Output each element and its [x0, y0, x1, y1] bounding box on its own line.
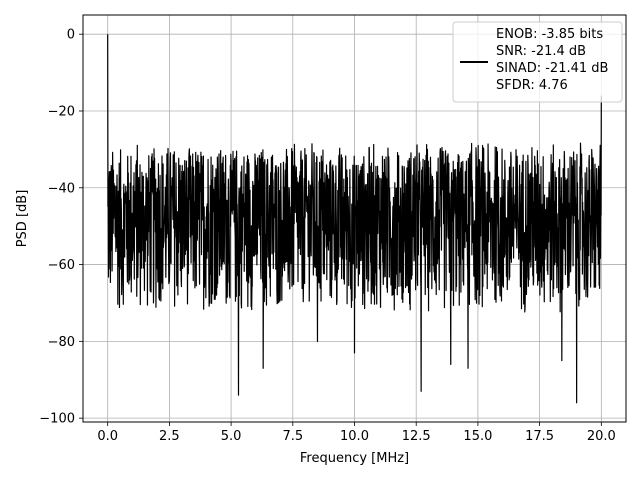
data-layer [107, 34, 602, 404]
x-tick-label: 20.0 [587, 429, 616, 444]
legend-entry-sfdr: SFDR: 4.76 [496, 78, 568, 93]
x-tick-label: 0.0 [97, 429, 118, 444]
y-tick-label: 0 [67, 28, 75, 43]
tick-layer: 0.0 2.5 5.0 7.5 10.0 12.5 15.0 17.5 20.0 0 −20 −40 −… [39, 28, 616, 444]
psd-series-line [107, 34, 602, 404]
legend-entry-sinad: SINAD: -21.41 dB [496, 61, 608, 76]
x-axis-label: Frequency [MHz] [300, 451, 409, 466]
y-tick-label: −80 [48, 335, 75, 350]
y-tick-label: −60 [48, 258, 75, 273]
y-axis-label: PSD [dB] [15, 190, 30, 248]
x-tick-label: 15.0 [463, 429, 492, 444]
legend-entry-snr: SNR: -21.4 dB [496, 44, 586, 59]
x-tick-label: 17.5 [525, 429, 554, 444]
legend-box [452, 21, 623, 103]
x-tick-label: 2.5 [159, 429, 180, 444]
y-tick-label: −20 [48, 104, 75, 119]
legend: ENOB: -3.85 bits SNR: -21.4 dB SINAD: -2… [452, 21, 623, 103]
legend-entry-enob: ENOB: -3.85 bits [496, 27, 603, 42]
x-tick-label: 10.0 [340, 429, 369, 444]
x-tick-label: 5.0 [221, 429, 242, 444]
x-tick-label: 7.5 [282, 429, 303, 444]
y-tick-label: −40 [48, 181, 75, 196]
x-tick-label: 12.5 [402, 429, 431, 444]
y-tick-label: −100 [39, 412, 75, 427]
